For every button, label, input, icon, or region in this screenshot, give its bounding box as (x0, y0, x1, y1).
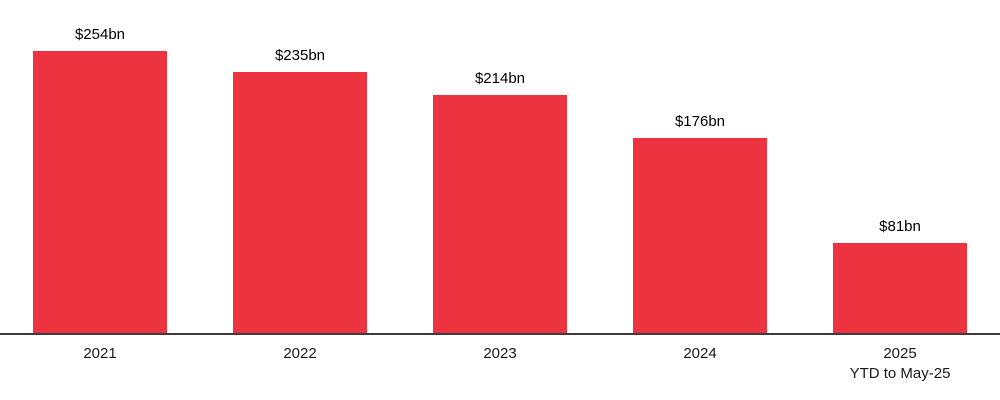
bar-2021 (33, 51, 167, 333)
x-tick-label: 2024 (600, 344, 800, 364)
x-tick-sublabel: YTD to May-25 (849, 365, 951, 382)
bar-2022 (233, 72, 367, 333)
x-tick-label: 2022 (200, 344, 400, 364)
bar-2024 (633, 138, 767, 333)
x-tick-year: 2023 (483, 345, 517, 362)
x-tick-label: 2025 YTD to May-25 (800, 344, 1000, 384)
x-axis-line (0, 333, 1000, 335)
bar-2023 (433, 95, 567, 333)
bar-value-label: $235bn (274, 47, 326, 64)
bar-value-label: $176bn (674, 113, 726, 130)
x-tick-year: 2024 (683, 345, 717, 362)
x-tick-label: 2023 (400, 344, 600, 364)
bar-2025 (833, 243, 967, 333)
x-tick-label: 2021 (0, 344, 200, 364)
x-tick-year: 2021 (83, 345, 117, 362)
x-tick-year: 2025 (883, 345, 917, 362)
x-tick-year: 2022 (283, 345, 317, 362)
bar-value-label: $214bn (474, 70, 526, 87)
bar-value-label: $81bn (879, 218, 921, 235)
bar-value-label: $254bn (74, 26, 126, 43)
